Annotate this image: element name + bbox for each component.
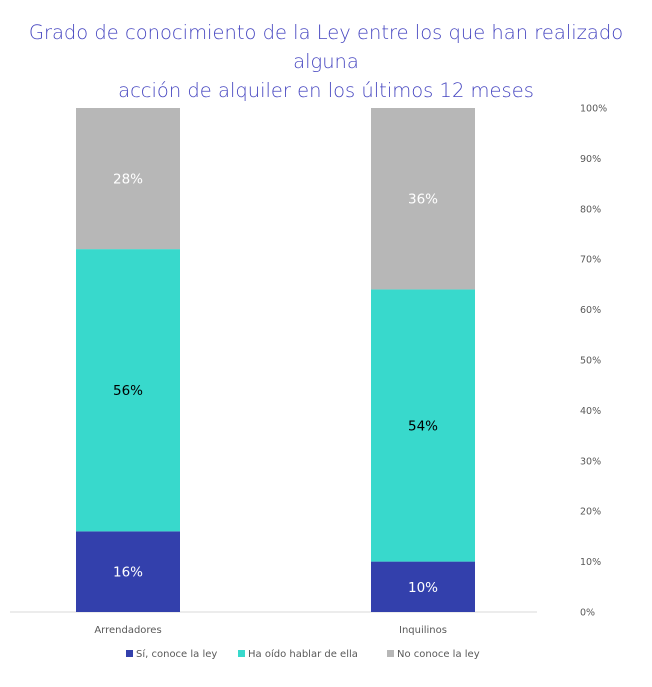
x-tick-label: Inquilinos <box>399 625 447 636</box>
data-label: 16% <box>113 565 143 581</box>
legend-label: No conoce la ley <box>397 649 480 660</box>
legend-swatch <box>387 650 394 657</box>
bar-segment <box>371 108 475 290</box>
data-label: 36% <box>408 192 438 208</box>
bar-segment <box>371 289 475 562</box>
y-tick-label: 0% <box>580 608 595 619</box>
y-tick-label: 80% <box>580 204 601 215</box>
y-tick-label: 100% <box>580 104 607 115</box>
data-label: 28% <box>113 172 143 188</box>
chart-title: Grado de conocimiento de la Ley entre lo… <box>0 18 652 105</box>
y-tick-label: 10% <box>580 557 601 568</box>
y-tick-label: 40% <box>580 406 601 417</box>
chart-title-line-2: acción de alquiler en los últimos 12 mes… <box>118 79 534 102</box>
y-tick-label: 50% <box>580 356 601 367</box>
data-label: 54% <box>408 419 438 435</box>
x-tick-label: Arrendadores <box>94 625 161 636</box>
y-tick-label: 70% <box>580 255 601 266</box>
y-tick-label: 90% <box>580 154 601 165</box>
bar-segment <box>76 249 180 532</box>
y-tick-label: 20% <box>580 507 601 518</box>
data-label: 56% <box>113 383 143 399</box>
legend-swatch <box>238 650 245 657</box>
legend-label: Sí, conoce la ley <box>136 648 217 660</box>
data-label: 10% <box>408 580 438 596</box>
bar-segment <box>371 561 475 612</box>
bar-segment <box>76 531 180 612</box>
legend-label: Ha oído hablar de ella <box>248 648 358 660</box>
y-tick-label: 60% <box>580 305 601 316</box>
bar-segment <box>76 108 180 250</box>
legend-swatch <box>126 650 133 657</box>
y-tick-label: 30% <box>580 456 601 467</box>
chart-title-line-1: Grado de conocimiento de la Ley entre lo… <box>28 21 624 73</box>
